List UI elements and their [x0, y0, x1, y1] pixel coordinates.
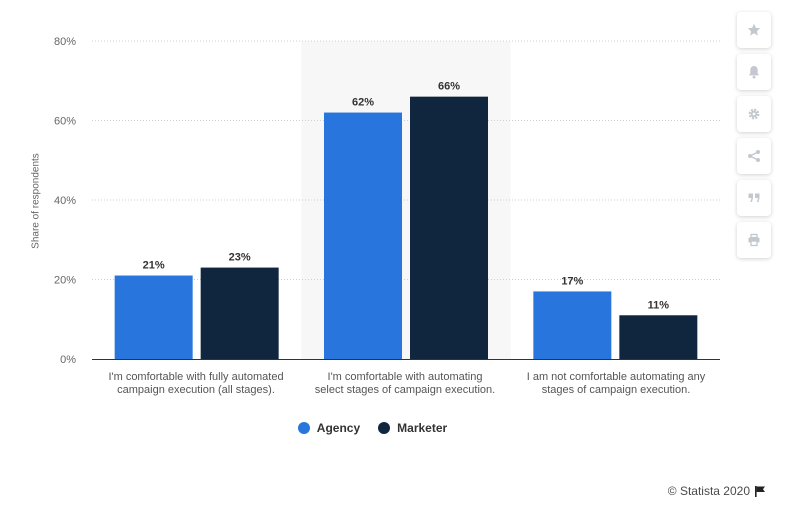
print-icon — [748, 233, 760, 247]
category-label-3: I am not comfortable automating any stag… — [516, 371, 716, 397]
settings-button[interactable] — [737, 96, 771, 132]
y-tick-label: 80% — [54, 36, 76, 48]
bar-marketer — [410, 96, 488, 360]
legend-marker-agency — [297, 422, 310, 434]
data-label: 17% — [561, 275, 583, 287]
category-label-2: I'm comfortable with automating select s… — [305, 371, 505, 397]
star-icon — [747, 23, 761, 36]
category-label-3-line-2: stages of campaign execution. — [541, 384, 691, 396]
cite-button[interactable] — [737, 180, 771, 216]
quote-icon — [748, 193, 760, 202]
share-button[interactable] — [737, 138, 771, 174]
bar-agency — [533, 291, 612, 359]
bell-icon — [748, 66, 760, 79]
credit-text: © Statista 2020 — [667, 484, 750, 498]
bar-agency — [114, 275, 193, 359]
flag-icon — [755, 485, 765, 497]
y-tick-label: 0% — [60, 354, 76, 366]
notification-button[interactable] — [737, 54, 771, 90]
legend-marker-marketer — [378, 422, 391, 434]
gear-icon — [748, 108, 760, 120]
category-label-2-line-1: I'm comfortable with automating — [327, 371, 483, 383]
legend-item-marketer[interactable]: Marketer — [378, 421, 447, 435]
data-label: 11% — [648, 299, 670, 311]
y-tick-label: 40% — [54, 195, 76, 207]
bar-marketer — [619, 315, 698, 359]
y-tick-label: 20% — [54, 275, 76, 287]
data-label: 21% — [143, 260, 165, 272]
legend-label-marketer: Marketer — [397, 421, 448, 435]
data-label: 62% — [352, 97, 374, 109]
share-icon — [748, 150, 760, 162]
category-label-1-line-2: campaign execution (all stages). — [117, 384, 275, 396]
legend-item-agency[interactable]: Agency — [297, 421, 361, 435]
legend: Agency Marketer — [0, 421, 745, 435]
print-button[interactable] — [737, 222, 771, 258]
y-tick-label: 60% — [54, 116, 76, 128]
category-label-1-line-1: I'm comfortable with fully automated — [108, 371, 284, 383]
toolbar — [737, 12, 773, 258]
category-label-2-line-2: select stages of campaign execution. — [314, 384, 496, 396]
y-axis-label: Share of respondents — [30, 153, 42, 249]
credit[interactable]: © Statista 2020 — [668, 484, 766, 498]
category-label-3-line-1: I am not comfortable automating any — [526, 371, 706, 383]
bar-marketer — [200, 267, 279, 359]
data-label: 66% — [438, 81, 460, 93]
bar-agency — [324, 112, 402, 359]
legend-label-agency: Agency — [316, 421, 361, 435]
category-label-1: I'm comfortable with fully automated cam… — [96, 371, 296, 397]
data-label: 23% — [229, 252, 251, 264]
favorite-button[interactable] — [737, 12, 771, 48]
